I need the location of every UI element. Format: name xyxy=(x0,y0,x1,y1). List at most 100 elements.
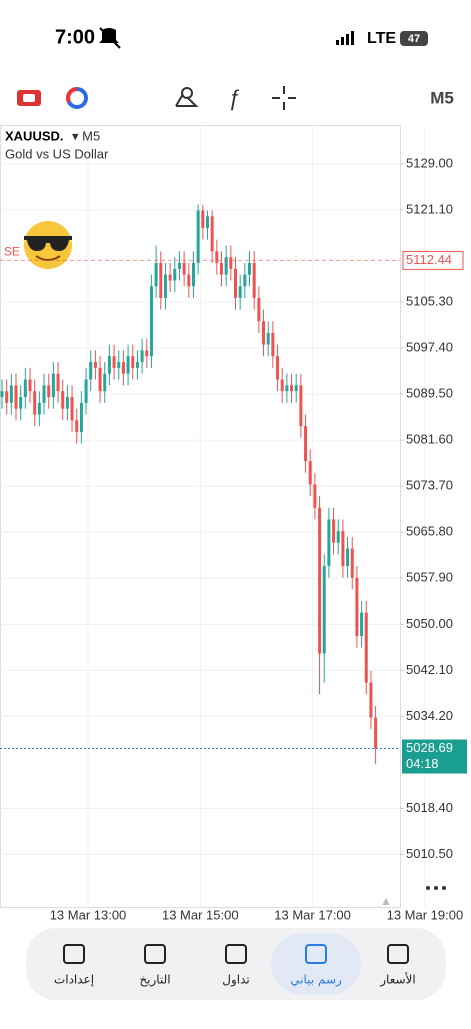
nav-icon xyxy=(305,944,327,964)
candle-body xyxy=(327,519,331,567)
chart-subtitle: Gold vs US Dollar xyxy=(5,146,109,161)
objects-icon[interactable] xyxy=(175,87,199,107)
crosshair-icon[interactable] xyxy=(272,86,296,110)
x-tick-label: 13 Mar 17:00 xyxy=(274,907,351,922)
candle-body xyxy=(75,420,79,432)
candle-body xyxy=(238,286,242,298)
more-button[interactable] xyxy=(426,886,446,890)
nav-label: إعدادات xyxy=(54,973,94,987)
candle-body xyxy=(9,385,13,403)
nav-items: الأسعار رسم بياني تداول التاريخ إعدادات xyxy=(54,933,416,995)
candle-body xyxy=(159,262,163,298)
candle-body xyxy=(51,373,55,398)
indicator-icon-part xyxy=(66,87,78,103)
nav-icon xyxy=(144,944,166,964)
nav-item[interactable]: تداول xyxy=(222,944,250,988)
candle-body xyxy=(299,385,303,427)
emoji xyxy=(24,221,72,269)
nav-item[interactable]: الأسعار xyxy=(379,944,416,988)
function-icon[interactable]: ƒ xyxy=(228,85,240,110)
candle-body xyxy=(112,356,116,368)
candle-body xyxy=(346,548,350,567)
x-tick-label: 13 Mar 13:00 xyxy=(50,907,127,922)
y-tick-label: 5010.50 xyxy=(406,846,453,861)
candle-body xyxy=(145,350,149,357)
nav-item[interactable]: إعدادات xyxy=(54,944,94,987)
candle-body xyxy=(322,566,326,654)
candle-body xyxy=(19,397,23,409)
order-price-label: 5112.44 xyxy=(406,252,452,267)
nav-label: الأسعار xyxy=(379,972,415,988)
y-tick-label: 5129.00 xyxy=(406,155,453,170)
candle-body xyxy=(294,385,298,392)
candle-body xyxy=(177,262,181,269)
candle-body xyxy=(318,507,322,654)
candle-body xyxy=(234,268,237,298)
candle-body xyxy=(201,210,205,228)
candle-body xyxy=(173,268,177,281)
candle-body xyxy=(248,262,252,275)
y-tick-label: 5065.80 xyxy=(406,524,453,539)
candle-body xyxy=(276,356,280,380)
network: LTE xyxy=(367,30,396,47)
candle-body xyxy=(336,531,340,543)
symbol: XAUUSD. xyxy=(5,128,64,143)
candle-body xyxy=(135,362,139,368)
candle-body xyxy=(33,391,37,415)
candle-body xyxy=(304,426,308,462)
candle-body xyxy=(103,373,107,392)
scroll-marker[interactable]: ▲ xyxy=(380,894,392,908)
y-tick-label: 5057.90 xyxy=(406,570,453,585)
nav-icon xyxy=(225,944,247,964)
candle-body xyxy=(126,356,130,374)
candle-body xyxy=(56,373,60,392)
y-tick-label: 5097.40 xyxy=(406,339,453,354)
candle-body xyxy=(252,262,256,298)
candle-body xyxy=(149,286,153,357)
chart-frame xyxy=(0,125,401,908)
candle-body xyxy=(182,262,186,275)
y-tick-label: 5042.10 xyxy=(406,662,453,677)
candle-body xyxy=(5,391,9,403)
candle-body xyxy=(229,257,233,269)
candle-body xyxy=(271,332,275,357)
candle-body xyxy=(14,385,18,409)
candle-body xyxy=(191,262,195,287)
candle-body xyxy=(98,367,102,392)
y-axis: 5129.00 5121.10 5105.30 5097.40 5089.50 5081.… xyxy=(400,155,453,861)
nav-item[interactable]: رسم بياني xyxy=(290,944,342,988)
order-line-label: SE xyxy=(4,245,20,259)
y-tick-label: 5105.30 xyxy=(406,293,453,308)
candle-body xyxy=(219,262,223,275)
candle-body xyxy=(89,362,93,380)
candle-body xyxy=(187,274,191,287)
battery-level: 47 xyxy=(408,33,420,45)
candle-body xyxy=(369,682,373,718)
nav-label: تداول xyxy=(222,973,250,988)
candle-body xyxy=(107,356,111,374)
candle-body xyxy=(332,519,336,543)
price-box xyxy=(402,739,467,774)
trade-icon-inner xyxy=(23,94,35,102)
candle-body xyxy=(205,216,209,228)
candles xyxy=(0,204,378,765)
y-tick-label: 5018.40 xyxy=(406,800,453,815)
nav-label: رسم بياني xyxy=(290,973,342,988)
nav-item[interactable]: التاريخ xyxy=(139,944,171,988)
y-tick-label: 5089.50 xyxy=(406,386,453,401)
candle-body xyxy=(154,262,158,287)
candle-body xyxy=(262,321,266,345)
y-tick-label: 5073.70 xyxy=(406,478,453,493)
timeframe-button[interactable]: M5 xyxy=(430,88,454,107)
y-tick-label: 5081.60 xyxy=(406,432,453,447)
candle-body xyxy=(0,391,4,398)
candle-body xyxy=(266,332,270,345)
candle-body xyxy=(280,379,284,392)
nav-label: التاريخ xyxy=(139,973,170,988)
status-time: 7:00 xyxy=(55,26,95,48)
candle-body xyxy=(70,397,74,421)
order-price-box xyxy=(402,250,464,270)
candle-body xyxy=(364,612,368,683)
candle-body xyxy=(42,385,46,403)
